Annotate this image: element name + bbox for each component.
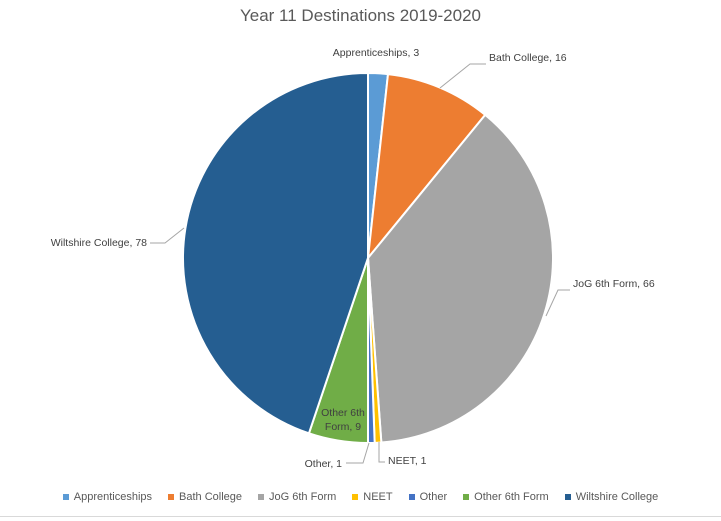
legend-swatch: [564, 494, 571, 500]
legend-item-apprenticeships: Apprenticeships: [62, 491, 153, 503]
data-label-other-6th-form: Other 6th Form, 9: [321, 407, 365, 433]
data-label-neet: NEET, 1: [388, 455, 427, 467]
legend-swatch: [168, 494, 175, 500]
leader-line-other: [346, 442, 370, 464]
pie-slice-jog-6th-form: [366, 113, 554, 444]
legend-swatch: [408, 494, 415, 500]
leader-line-wiltshire-college: [150, 227, 185, 244]
legend-item-other: Other: [408, 491, 448, 503]
data-label-jog-6th-form: JoG 6th Form, 66: [573, 278, 655, 290]
legend-swatch: [62, 494, 69, 500]
data-label-apprenticeships: Apprenticeships, 3: [333, 47, 420, 59]
legend: Apprenticeships Bath College JoG 6th Form N…: [0, 491, 721, 503]
leader-line-bath-college: [439, 63, 486, 89]
legend-item-jog-6th-form: JoG 6th Form: [258, 491, 336, 503]
legend-label: Other 6th Form: [474, 491, 549, 503]
pie-slice-wiltshire-college: [182, 71, 369, 435]
legend-item-other-6th-form: Other 6th Form: [463, 491, 549, 503]
bottom-divider: [0, 516, 721, 517]
legend-swatch: [352, 494, 359, 500]
data-label-bath-college: Bath College, 16: [489, 52, 567, 64]
legend-swatch: [463, 494, 470, 500]
legend-item-neet: NEET: [352, 491, 393, 503]
leader-line-jog-6th-form: [545, 289, 570, 317]
leader-line-neet: [378, 442, 385, 463]
data-label-other: Other, 1: [305, 458, 343, 470]
legend-label: Bath College: [179, 491, 243, 503]
chart-title: Year 11 Destinations 2019-2020: [239, 6, 481, 25]
legend-item-bath-college: Bath College: [168, 491, 242, 503]
pie-slice-bath-college: [366, 72, 487, 262]
legend-label: Apprenticeships: [73, 491, 153, 503]
legend-label: JoG 6th Form: [269, 491, 337, 503]
legend-label: NEET: [363, 491, 393, 503]
legend-swatch: [258, 494, 265, 500]
legend-label: Other: [419, 491, 448, 503]
legend-label: Wiltshire College: [575, 491, 659, 503]
legend-item-wiltshire-college: Wiltshire College: [564, 491, 659, 503]
data-label-wiltshire-college: Wiltshire College, 78: [51, 237, 147, 249]
